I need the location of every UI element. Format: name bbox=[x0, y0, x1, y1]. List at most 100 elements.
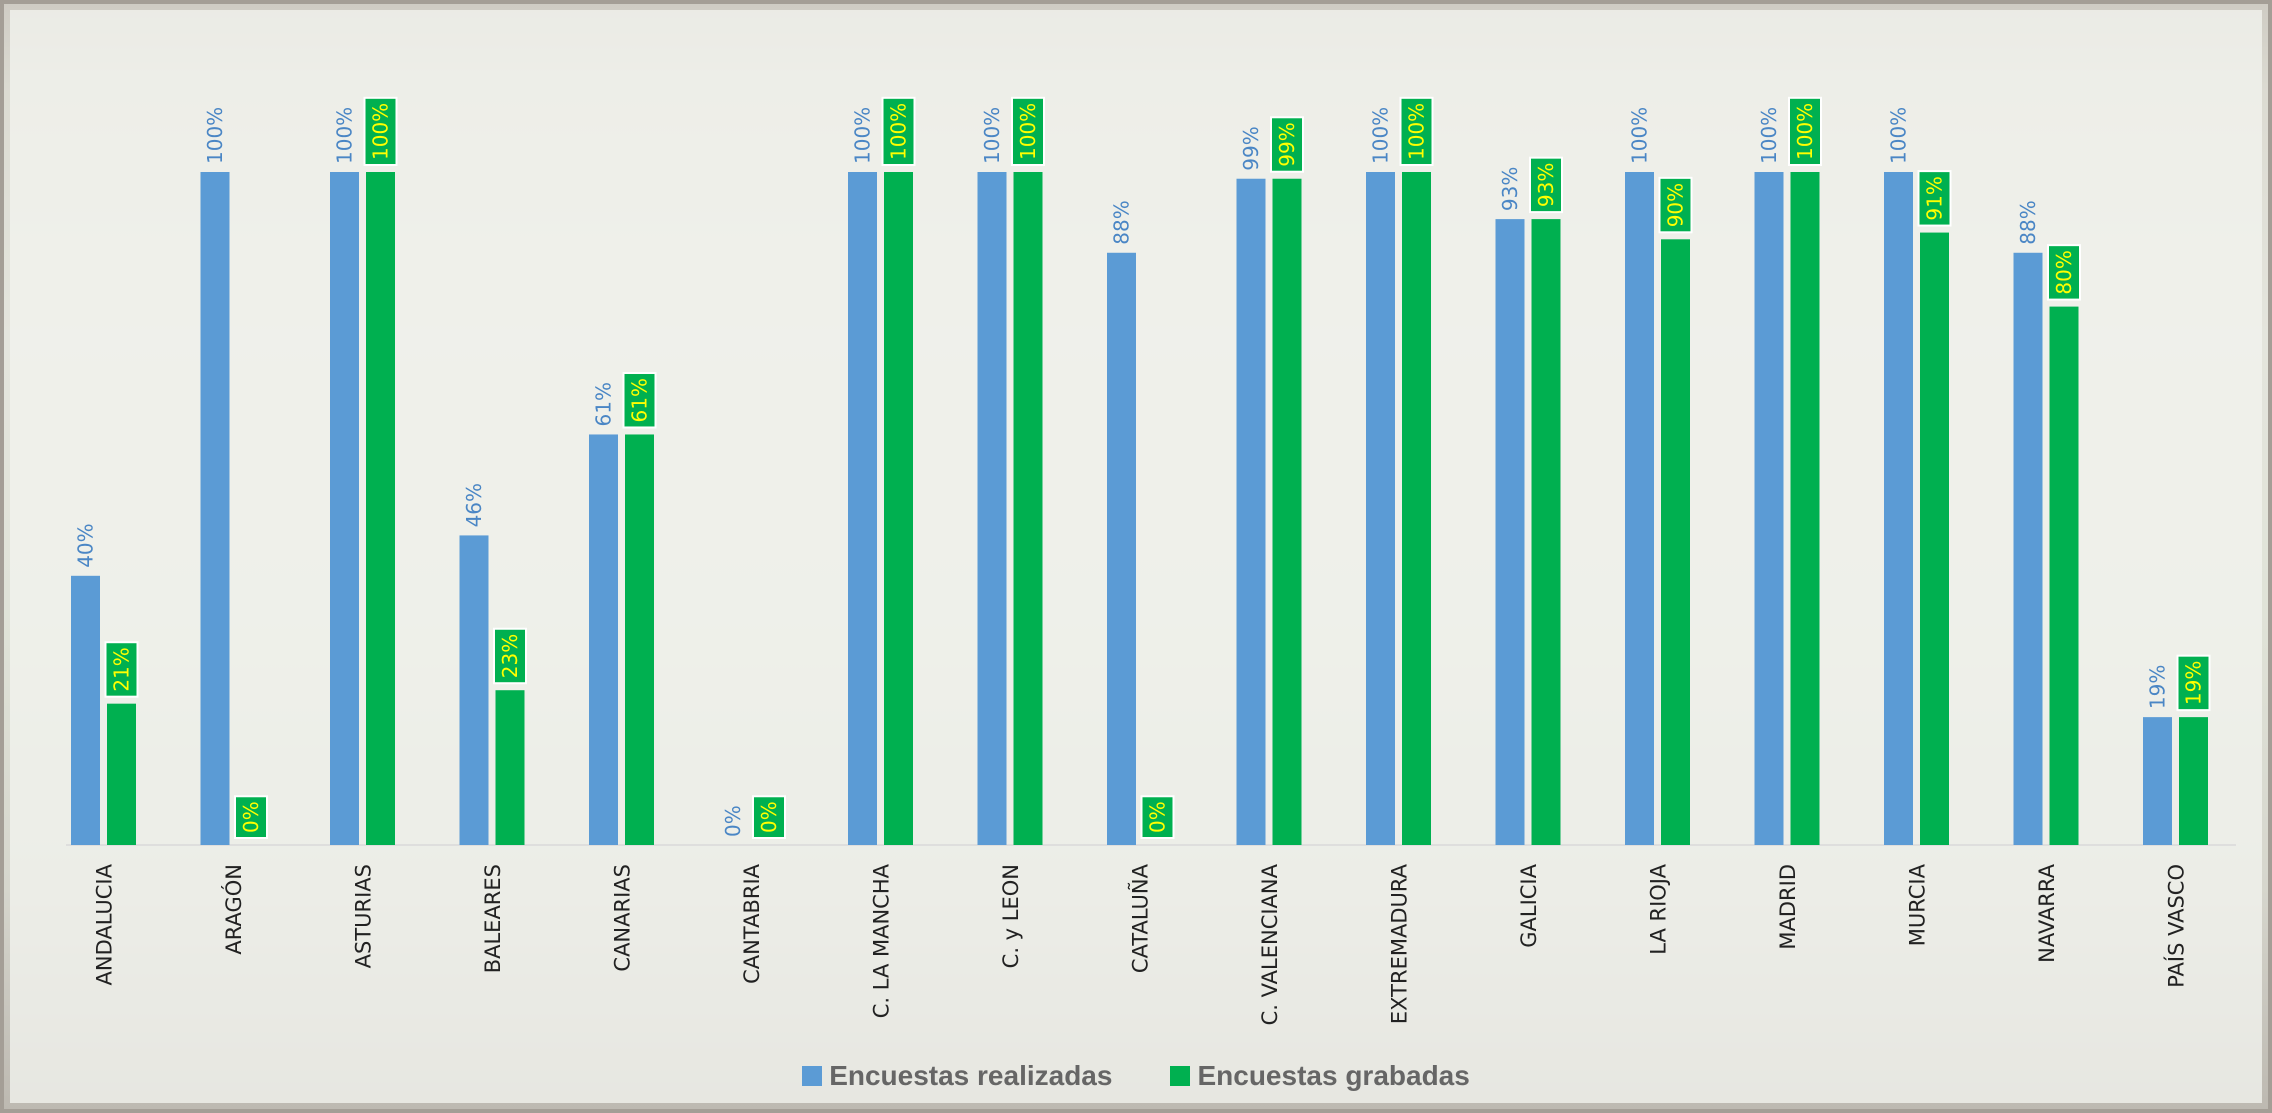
bar-grabadas-país-vasco bbox=[2179, 717, 2208, 845]
data-label-realizadas-baleares: 46% bbox=[462, 483, 486, 527]
data-label-grabadas-andalucia: 21% bbox=[110, 647, 134, 691]
data-label-grabadas-galicia: 93% bbox=[1534, 163, 1558, 207]
bar-realizadas-murcia bbox=[1884, 172, 1913, 845]
data-label-realizadas-país-vasco: 19% bbox=[2146, 665, 2170, 709]
data-label-realizadas-andalucia: 40% bbox=[74, 523, 98, 567]
data-label-box-grabadas-cataluña bbox=[1140, 795, 1175, 839]
bar-grabadas-galicia bbox=[1531, 219, 1561, 846]
legend-swatch-grabadas bbox=[1170, 1066, 1191, 1086]
data-label-grabadas-c-y-leon: 100% bbox=[1016, 103, 1040, 160]
data-label-realizadas-la-rioja: 100% bbox=[1628, 107, 1652, 164]
bar-realizadas-c-valenciana bbox=[1236, 178, 1266, 846]
bar-grabadas-andalucia bbox=[107, 703, 136, 845]
data-label-realizadas-canarias: 61% bbox=[592, 382, 616, 426]
data-label-grabadas-madrid: 100% bbox=[1793, 103, 1817, 160]
bars-group: 40% 21% 100% 0% 100% 100% 46% 23% 61% 61% 0% 0% 100%… bbox=[71, 96, 2211, 846]
bar-realizadas-galicia bbox=[1495, 219, 1525, 846]
category-label-extremadura: EXTREMADURA bbox=[1388, 863, 1412, 1024]
data-label-grabadas-la-rioja: 90% bbox=[1664, 183, 1688, 227]
data-label-realizadas-galicia: 93% bbox=[1498, 167, 1522, 211]
legend-swatch-realizadas bbox=[802, 1066, 823, 1086]
data-label-box-grabadas-país-vasco bbox=[2176, 654, 2211, 712]
category-label-aragón: ARAGÓN bbox=[221, 864, 246, 955]
data-label-realizadas-asturias: 100% bbox=[333, 107, 357, 164]
data-label-realizadas-madrid: 100% bbox=[1757, 107, 1781, 164]
data-label-grabadas-cataluña: 0% bbox=[1146, 801, 1170, 833]
data-label-grabadas-país-vasco: 19% bbox=[2182, 661, 2206, 705]
data-label-grabadas-extremadura: 100% bbox=[1405, 103, 1429, 160]
data-label-box-grabadas-murcia bbox=[1917, 170, 1952, 227]
data-label-box-grabadas-asturias bbox=[363, 96, 398, 166]
data-label-box-grabadas-navarra bbox=[2047, 244, 2081, 301]
data-label-grabadas-canarias: 61% bbox=[628, 378, 652, 422]
data-label-grabadas-murcia: 91% bbox=[1923, 176, 1947, 220]
data-label-grabadas-aragón: 0% bbox=[239, 801, 263, 833]
legend-item-realizadas: Encuestas realizadas bbox=[802, 1060, 1112, 1092]
data-label-grabadas-cantabria: 0% bbox=[757, 801, 781, 833]
bar-grabadas-c-y-leon bbox=[1013, 172, 1043, 845]
category-label-andalucia: ANDALUCIA bbox=[93, 863, 117, 985]
legend-label-grabadas: Encuestas grabadas bbox=[1197, 1060, 1470, 1091]
data-label-box-grabadas-galicia bbox=[1529, 156, 1563, 214]
data-label-box-grabadas-extremadura bbox=[1399, 96, 1434, 166]
data-label-realizadas-cataluña: 88% bbox=[1110, 200, 1134, 244]
data-label-realizadas-aragón: 100% bbox=[203, 107, 227, 164]
data-label-grabadas-navarra: 80% bbox=[2052, 250, 2076, 294]
data-label-realizadas-navarra: 88% bbox=[2016, 200, 2040, 244]
bar-realizadas-aragón bbox=[200, 172, 230, 845]
bar-realizadas-andalucia bbox=[71, 575, 100, 845]
data-label-realizadas-c-la-mancha: 100% bbox=[851, 107, 875, 164]
bar-grabadas-murcia bbox=[1920, 232, 1949, 845]
category-label-galicia: GALICIA bbox=[1517, 863, 1541, 947]
bar-grabadas-c-valenciana bbox=[1272, 178, 1302, 846]
data-label-realizadas-murcia: 100% bbox=[1887, 107, 1911, 164]
category-label-país-vasco: PAÍS VASCO bbox=[2164, 864, 2189, 988]
bar-realizadas-navarra bbox=[2013, 252, 2043, 845]
data-label-box-grabadas-madrid bbox=[1788, 96, 1822, 166]
bar-grabadas-baleares bbox=[495, 690, 525, 845]
data-label-box-grabadas-la-rioja bbox=[1658, 176, 1693, 234]
data-label-box-grabadas-c-valenciana bbox=[1270, 116, 1304, 173]
category-label-murcia: MURCIA bbox=[1906, 863, 1930, 946]
bar-grabadas-canarias bbox=[625, 434, 654, 845]
data-label-realizadas-c-valenciana: 99% bbox=[1239, 126, 1263, 170]
data-label-grabadas-c-valenciana: 99% bbox=[1275, 122, 1299, 166]
bar-realizadas-c-la-mancha bbox=[848, 172, 877, 845]
data-label-box-grabadas-baleares bbox=[493, 627, 527, 685]
data-label-grabadas-baleares: 23% bbox=[498, 634, 522, 678]
category-label-c-la-mancha: C. LA MANCHA bbox=[870, 863, 894, 1018]
legend: Encuestas realizadas Encuestas grabadas bbox=[4, 1056, 2268, 1096]
data-label-realizadas-c-y-leon: 100% bbox=[980, 107, 1004, 164]
bar-realizadas-la-rioja bbox=[1625, 172, 1654, 845]
legend-item-grabadas: Encuestas grabadas bbox=[1170, 1060, 1470, 1092]
bar-realizadas-c-y-leon bbox=[977, 172, 1007, 845]
bar-realizadas-baleares bbox=[459, 535, 489, 845]
data-label-box-grabadas-canarias bbox=[622, 372, 657, 429]
category-label-madrid: MADRID bbox=[1776, 864, 1800, 950]
bar-grabadas-navarra bbox=[2049, 306, 2079, 846]
category-label-navarra: NAVARRA bbox=[2035, 863, 2059, 962]
bar-grabadas-madrid bbox=[1790, 172, 1820, 845]
data-label-box-grabadas-aragón bbox=[234, 795, 268, 839]
bar-realizadas-canarias bbox=[589, 434, 618, 845]
category-label-cataluña: CATALUÑA bbox=[1127, 863, 1153, 973]
category-label-baleares: BALEARES bbox=[481, 864, 505, 973]
bar-grabadas-la-rioja bbox=[1661, 239, 1690, 846]
data-label-grabadas-c-la-mancha: 100% bbox=[887, 103, 911, 160]
legend-label-realizadas: Encuestas realizadas bbox=[829, 1060, 1113, 1091]
bar-realizadas-madrid bbox=[1754, 172, 1784, 845]
data-label-box-grabadas-cantabria bbox=[752, 795, 786, 839]
category-labels-group: ANDALUCIA ARAGÓN ASTURIAS BALEARES CANARIAS C… bbox=[93, 863, 2189, 1025]
category-label-c-valenciana: C. VALENCIANA bbox=[1258, 863, 1282, 1025]
category-label-asturias: ASTURIAS bbox=[352, 864, 376, 968]
data-label-realizadas-cantabria: 0% bbox=[721, 805, 745, 837]
data-label-box-grabadas-c-la-mancha bbox=[881, 96, 916, 166]
bar-realizadas-extremadura bbox=[1366, 172, 1395, 845]
category-label-canarias: CANARIAS bbox=[611, 864, 635, 972]
data-label-box-grabadas-c-y-leon bbox=[1011, 96, 1045, 166]
data-label-box-grabadas-andalucia bbox=[104, 641, 139, 698]
bar-chart: 40% 21% 100% 0% 100% 100% 46% 23% 61% 61% 0% 0% 100%… bbox=[66, 96, 2236, 1025]
bar-realizadas-país-vasco bbox=[2143, 717, 2172, 845]
bar-grabadas-c-la-mancha bbox=[884, 172, 913, 845]
bar-grabadas-extremadura bbox=[1402, 172, 1431, 845]
